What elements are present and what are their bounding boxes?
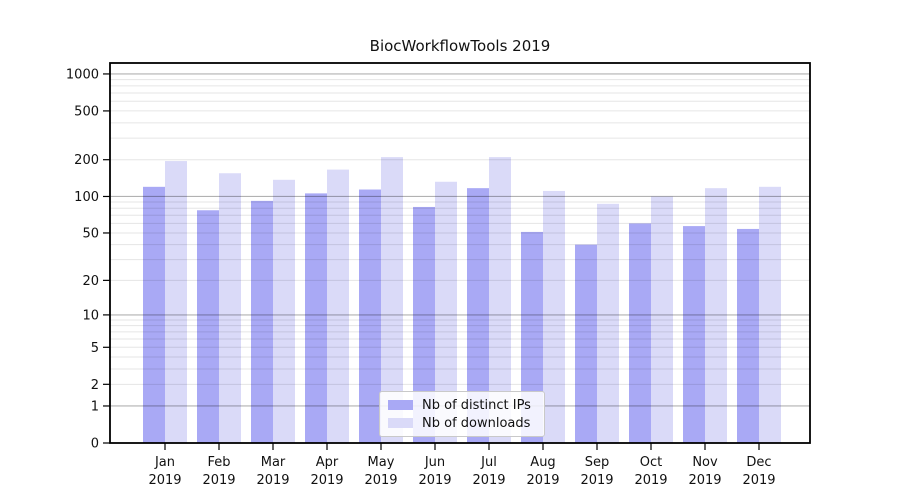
x-tick-label: Mar 2019	[256, 455, 289, 488]
y-tick-label: 100	[74, 190, 99, 205]
bar-distinct-ips	[737, 228, 759, 443]
y-tick-label: 5	[91, 341, 99, 356]
bar-downloads	[543, 190, 565, 443]
bar-downloads	[705, 188, 727, 443]
bar-distinct-ips	[359, 189, 381, 443]
x-tick-label: Apr 2019	[310, 455, 343, 488]
bar-downloads	[759, 186, 781, 444]
bar-distinct-ips	[413, 206, 435, 443]
bar-downloads	[219, 173, 241, 444]
bar-downloads	[651, 196, 673, 443]
bar-downloads	[273, 179, 295, 444]
bar-distinct-ips	[521, 231, 543, 443]
bar-downloads	[435, 181, 457, 444]
x-tick-label: Nov 2019	[688, 455, 721, 488]
x-tick-label: Oct 2019	[634, 455, 667, 488]
x-tick-label: Dec 2019	[742, 455, 775, 488]
y-tick-label: 500	[74, 104, 99, 119]
chart-title: BiocWorkflowTools 2019	[369, 37, 551, 55]
x-tick-label: Feb 2019	[202, 455, 235, 488]
y-tick-label: 1000	[66, 67, 99, 82]
bar-distinct-ips	[251, 200, 273, 443]
legend-swatch-downloads	[388, 418, 413, 428]
y-tick-label: 0	[91, 437, 99, 452]
y-tick-label: 10	[82, 308, 99, 323]
y-tick-label: 200	[74, 153, 99, 168]
bar-distinct-ips	[683, 226, 705, 443]
x-tick-label: Jul 2019	[472, 455, 505, 488]
x-tick-label: Jun 2019	[418, 455, 451, 488]
bar-distinct-ips	[305, 193, 327, 443]
bar-distinct-ips	[143, 186, 165, 444]
bar-downloads	[165, 161, 187, 444]
bar-distinct-ips	[467, 188, 489, 443]
x-tick-label: May 2019	[364, 455, 397, 488]
x-tick-label: Aug 2019	[526, 455, 559, 488]
bar-distinct-ips	[575, 244, 597, 443]
bar-downloads	[489, 157, 511, 443]
legend-label-distinct-ips: Nb of distinct IPs	[422, 397, 531, 413]
bar-distinct-ips	[197, 210, 219, 443]
y-tick-label: 50	[82, 226, 99, 241]
bar-distinct-ips	[629, 223, 651, 443]
x-tick-label: Sep 2019	[580, 455, 613, 488]
legend-label-downloads: Nb of downloads	[422, 415, 531, 431]
y-tick-label: 1	[91, 399, 99, 414]
plot-border	[109, 62, 811, 444]
bar-downloads	[381, 157, 403, 443]
legend: Nb of distinct IPs Nb of downloads	[379, 391, 545, 437]
bar-downloads	[327, 169, 349, 443]
bar-downloads	[597, 203, 619, 443]
legend-item-distinct-ips: Nb of distinct IPs	[388, 399, 544, 412]
y-tick-label: 2	[91, 378, 99, 393]
x-tick-label: Jan 2019	[148, 455, 181, 488]
legend-item-downloads: Nb of downloads	[388, 417, 544, 430]
legend-swatch-distinct-ips	[388, 400, 413, 410]
y-tick-label: 20	[82, 274, 99, 289]
